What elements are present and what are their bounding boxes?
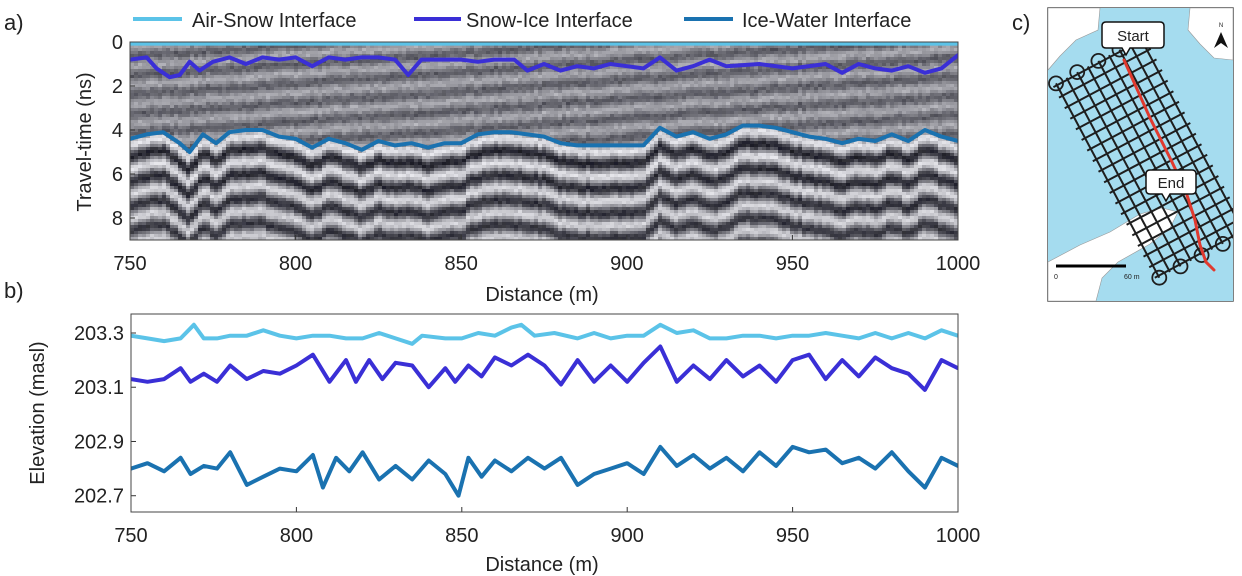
survey-track-line	[1064, 58, 1157, 110]
end-label: End	[1158, 175, 1185, 192]
panel-label-c: c)	[1012, 10, 1030, 35]
panel-b-series-snow-ice-interface	[131, 344, 958, 392]
survey-turn-loop	[1172, 258, 1189, 275]
map-scale-end: 60 m	[1124, 274, 1140, 281]
panel-b-xtick-label: 900	[611, 525, 644, 547]
panel-b-xtick-label: 950	[776, 525, 809, 547]
panel-a-xtick-label: 850	[445, 253, 478, 275]
radargram-panel: 750 800 850 900 950 1000 0 2 4 6 8 Distance (m) Tr…	[74, 32, 980, 306]
panel-b-axes-frame	[130, 313, 959, 513]
panel-b-series-ice-water-interface	[131, 444, 958, 498]
panel-a-series-snow-ice-interface	[130, 53, 958, 80]
panel-a-xlabel: Distance (m)	[485, 284, 598, 306]
panel-a-ylabel: Travel-time (ns)	[74, 72, 96, 211]
survey-track-line	[1098, 122, 1191, 173]
start-callout-icon	[1101, 21, 1165, 57]
survey-turn-loop	[1151, 269, 1168, 286]
panel-b-ytick-label: 202.9	[74, 431, 124, 453]
legend-label-ice-water: Ice-Water Interface	[742, 10, 911, 32]
survey-turn-loop	[1214, 235, 1231, 252]
survey-track-line	[1092, 111, 1186, 163]
elevation-panel: 750 800 850 900 950 1000202.7202.9203.1203.3 …	[27, 313, 981, 576]
panel-b-xtick-label: 850	[445, 525, 478, 547]
panel-a-xtick-label: 900	[610, 253, 643, 275]
panel-a-series	[130, 42, 958, 154]
survey-track-line	[1075, 79, 1169, 131]
survey-turn-loop	[1069, 64, 1086, 80]
panel-b-series	[131, 322, 958, 498]
survey-turn-loop	[1090, 53, 1107, 69]
survey-track-line	[1086, 100, 1180, 152]
north-arrow-icon	[1214, 32, 1228, 48]
panel-a-series-ice-water-interface	[130, 123, 958, 154]
survey-track-line	[1126, 175, 1219, 226]
legend: Air-Snow Interface Snow-Ice Interface Ic…	[133, 10, 911, 32]
panel-b-xtick-label: 800	[280, 525, 313, 547]
map-scale-start: 0	[1054, 274, 1058, 281]
survey-track-line	[1069, 69, 1163, 120]
panel-a-xtick-label: 1000	[936, 253, 981, 275]
panel-b-ytick-label: 202.7	[74, 486, 124, 508]
survey-track-line	[1109, 143, 1202, 194]
panel-b-ylabel: Elevation (masl)	[27, 341, 49, 484]
panel-label-a: a)	[4, 10, 24, 35]
panel-a-ytick-label: 0	[112, 32, 123, 54]
survey-track-line	[1131, 185, 1225, 237]
panel-b-axes: 750 800 850 900 950 1000 202.7 202.9 203.1 203.3	[74, 313, 981, 547]
panel-label-b: b)	[4, 278, 24, 303]
panel-a-axes-frame	[129, 41, 959, 241]
end-marker: End	[1145, 169, 1197, 203]
panel-b-xlabel: Distance (m)	[485, 554, 598, 576]
survey-track-line	[1148, 221, 1233, 269]
panel-b-series-air-snow-interface	[131, 322, 958, 346]
legend-label-snow-ice: Snow-Ice Interface	[466, 10, 633, 32]
map-land-top-right	[1187, 8, 1233, 61]
panel-a-ytick-label: 4	[112, 120, 123, 142]
panel-b-ytick-label: 203.1	[74, 377, 124, 399]
end-callout-icon	[1145, 169, 1197, 203]
survey-turn-loop	[1237, 226, 1242, 240]
panel-b-ytick-label: 203.3	[74, 323, 124, 345]
survey-track-line	[1058, 47, 1152, 99]
panel-a-xtick-label: 750	[113, 253, 146, 275]
start-marker: Start	[1101, 21, 1165, 57]
survey-track-line	[1143, 207, 1233, 258]
map-land-left	[1048, 8, 1101, 71]
survey-track-grid	[1048, 30, 1242, 286]
panel-b-xtick-label: 1000	[936, 525, 981, 547]
legend-label-air-snow: Air-Snow Interface	[192, 10, 357, 32]
survey-turn-loop	[1048, 75, 1064, 92]
survey-track-line	[1154, 235, 1233, 279]
panel-b-xtick-label: 750	[114, 525, 147, 547]
panel-a-ytick-label: 8	[112, 208, 123, 230]
panel-a-xtick-label: 950	[776, 253, 809, 275]
survey-track-line	[1081, 90, 1174, 141]
north-label: N	[1219, 23, 1223, 29]
panel-a-xtick-label: 800	[279, 253, 312, 275]
gpr-route-line	[1122, 58, 1216, 272]
survey-map: 0 60 m N Start End	[1047, 7, 1242, 302]
survey-track-line	[1137, 196, 1231, 247]
panel-a-ytick-label: 2	[112, 76, 123, 98]
north-arrow: N	[1214, 23, 1228, 48]
survey-track-line	[1103, 132, 1197, 184]
start-label: Start	[1117, 28, 1150, 45]
panel-a-axes: 750 800 850 900 950 1000 0 2 4 6 8	[112, 32, 980, 275]
panel-a-ytick-label: 6	[112, 164, 123, 186]
